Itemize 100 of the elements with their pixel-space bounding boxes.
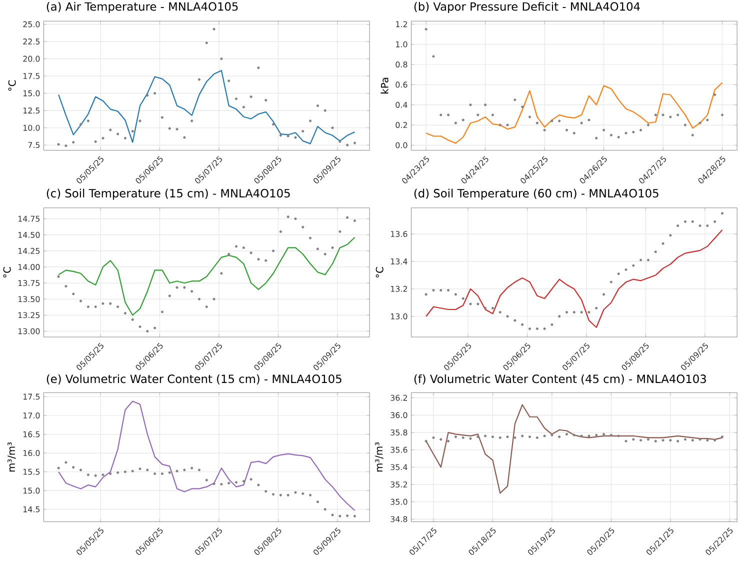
point bbox=[610, 434, 612, 436]
point bbox=[234, 245, 238, 248]
point bbox=[79, 468, 82, 472]
point bbox=[176, 470, 178, 472]
y-axis-title: °C bbox=[376, 266, 384, 278]
point bbox=[124, 470, 126, 474]
point bbox=[595, 306, 598, 310]
point bbox=[514, 319, 516, 322]
point bbox=[338, 140, 342, 143]
point bbox=[432, 288, 435, 292]
point bbox=[454, 122, 457, 124]
point bbox=[558, 120, 561, 122]
point bbox=[446, 288, 450, 292]
point bbox=[286, 134, 290, 138]
point bbox=[624, 132, 628, 134]
point bbox=[250, 251, 252, 254]
point bbox=[86, 305, 90, 308]
point bbox=[662, 438, 664, 442]
point bbox=[309, 236, 312, 240]
point bbox=[610, 134, 612, 136]
point bbox=[580, 122, 583, 124]
point bbox=[654, 440, 657, 442]
point bbox=[646, 438, 650, 441]
point bbox=[528, 327, 532, 330]
point bbox=[617, 434, 620, 438]
point bbox=[72, 140, 75, 144]
point bbox=[476, 114, 480, 116]
point bbox=[640, 258, 642, 262]
point bbox=[595, 434, 598, 436]
y-axis-title: °C bbox=[3, 266, 11, 278]
point bbox=[565, 432, 568, 436]
point bbox=[264, 259, 268, 262]
point bbox=[446, 440, 450, 442]
point bbox=[698, 438, 702, 441]
point bbox=[138, 467, 142, 470]
chart-title: (d) Soil Temperature (60 cm) - MNLA4O105 bbox=[414, 188, 658, 200]
point bbox=[234, 97, 238, 100]
point bbox=[662, 242, 664, 245]
point bbox=[602, 432, 606, 436]
point bbox=[698, 122, 702, 124]
point bbox=[294, 217, 297, 220]
point bbox=[212, 298, 216, 300]
point bbox=[543, 128, 546, 132]
point bbox=[543, 327, 546, 330]
point bbox=[432, 55, 435, 58]
point bbox=[565, 128, 568, 132]
point bbox=[462, 118, 464, 122]
point bbox=[353, 219, 356, 222]
point bbox=[432, 436, 435, 439]
point bbox=[484, 434, 487, 438]
point bbox=[309, 120, 312, 122]
point bbox=[706, 118, 709, 122]
point bbox=[714, 438, 716, 442]
point bbox=[491, 306, 494, 310]
point bbox=[57, 275, 60, 278]
point bbox=[286, 494, 290, 496]
point bbox=[220, 272, 223, 275]
point bbox=[624, 440, 628, 442]
point bbox=[116, 305, 120, 308]
point bbox=[205, 305, 208, 308]
point bbox=[714, 220, 716, 223]
point bbox=[684, 124, 687, 126]
point bbox=[302, 226, 304, 228]
point bbox=[588, 310, 590, 314]
point bbox=[86, 473, 90, 476]
point bbox=[242, 480, 245, 482]
line-series bbox=[58, 70, 356, 144]
line-series bbox=[58, 400, 356, 511]
point bbox=[257, 66, 260, 69]
point bbox=[86, 120, 90, 122]
point bbox=[154, 92, 156, 95]
point bbox=[691, 438, 694, 442]
point bbox=[72, 466, 75, 469]
point bbox=[588, 434, 590, 438]
point bbox=[454, 293, 457, 296]
point bbox=[250, 478, 252, 481]
point bbox=[669, 438, 672, 442]
point bbox=[536, 327, 538, 330]
point bbox=[506, 435, 509, 438]
point bbox=[109, 128, 112, 132]
point bbox=[272, 122, 275, 126]
point bbox=[324, 508, 326, 511]
point bbox=[691, 134, 694, 136]
point bbox=[346, 216, 349, 219]
y-axis-title: °C bbox=[8, 80, 16, 91]
point bbox=[720, 212, 724, 215]
point bbox=[498, 436, 502, 439]
point bbox=[228, 482, 230, 484]
point bbox=[550, 120, 554, 122]
point bbox=[183, 286, 186, 289]
point bbox=[676, 440, 680, 442]
point bbox=[580, 434, 583, 438]
point bbox=[588, 118, 590, 122]
point bbox=[640, 128, 642, 132]
point bbox=[338, 514, 342, 518]
point bbox=[183, 468, 186, 472]
point bbox=[146, 468, 149, 472]
point bbox=[257, 258, 260, 260]
point bbox=[64, 284, 68, 288]
point bbox=[57, 466, 60, 470]
